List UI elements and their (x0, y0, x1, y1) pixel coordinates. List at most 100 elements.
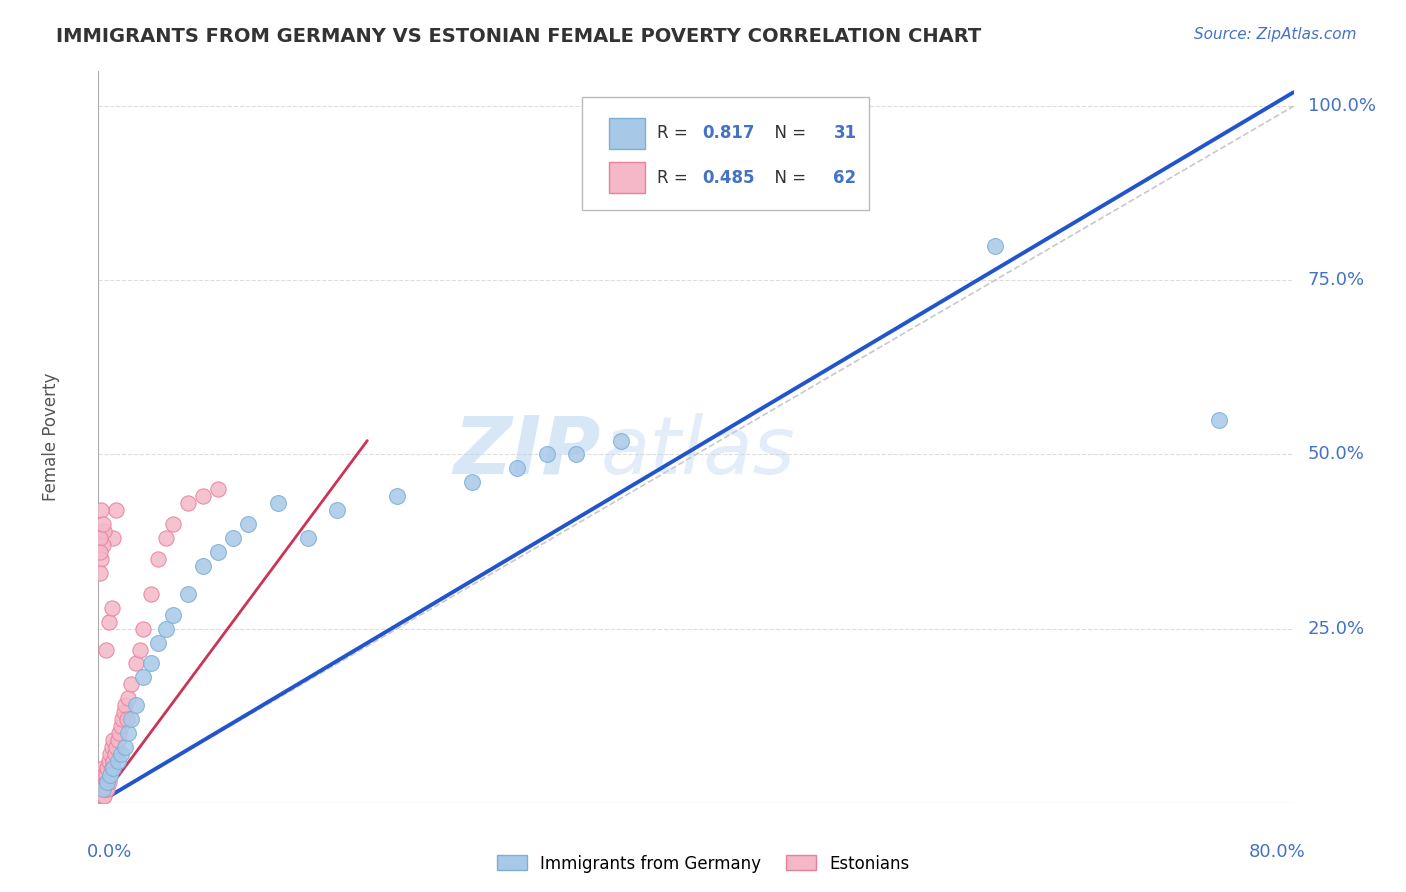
Point (101, 761, 124, 775)
Point (91, 789, 114, 803)
Point (94, 642, 117, 657)
Text: 62: 62 (834, 169, 856, 186)
Point (129, 642, 152, 657)
Point (155, 531, 177, 545)
Point (103, 761, 125, 775)
Point (139, 587, 162, 601)
Point (91, 781, 114, 796)
Point (89, 545, 111, 559)
Point (114, 740, 136, 755)
Point (112, 705, 135, 719)
Point (385, 489, 409, 503)
Point (125, 657, 148, 671)
Text: ZIP: ZIP (453, 413, 600, 491)
Text: 0.0%: 0.0% (87, 843, 132, 861)
Point (117, 726, 139, 740)
Point (91, 781, 114, 796)
Point (89, 789, 111, 803)
Text: N =: N = (763, 124, 811, 143)
Point (120, 677, 142, 691)
Point (96, 781, 118, 796)
FancyBboxPatch shape (609, 162, 644, 194)
Point (93, 789, 115, 803)
Point (565, 448, 588, 462)
Point (98, 747, 122, 761)
Point (110, 747, 132, 761)
Point (94, 781, 117, 796)
Point (94, 768, 117, 782)
Point (110, 719, 132, 733)
Point (93, 768, 115, 782)
Point (155, 622, 177, 636)
Point (91, 538, 114, 552)
Point (107, 754, 129, 768)
Point (297, 531, 319, 545)
Point (125, 698, 148, 713)
Point (162, 517, 184, 532)
Point (177, 496, 200, 510)
Text: atlas: atlas (600, 413, 796, 491)
Point (91, 761, 114, 775)
Text: 50.0%: 50.0% (1308, 445, 1365, 464)
Point (191, 558, 214, 573)
Point (94, 775, 117, 789)
Point (101, 740, 124, 755)
Text: IMMIGRANTS FROM GERMANY VS ESTONIAN FEMALE POVERTY CORRELATION CHART: IMMIGRANTS FROM GERMANY VS ESTONIAN FEMA… (56, 27, 981, 45)
Text: R =: R = (657, 124, 693, 143)
Point (984, 238, 1007, 252)
Point (98, 768, 122, 782)
Point (89, 781, 111, 796)
Point (90, 781, 112, 796)
Point (90, 768, 112, 782)
Point (91, 775, 114, 789)
Point (105, 740, 128, 755)
Point (108, 726, 131, 740)
Point (148, 552, 170, 566)
FancyBboxPatch shape (582, 97, 869, 211)
Point (114, 698, 136, 713)
Point (222, 531, 245, 545)
Point (90, 789, 112, 803)
Text: 0.485: 0.485 (702, 169, 755, 186)
Point (105, 503, 128, 517)
Text: 25.0%: 25.0% (1308, 620, 1365, 638)
Point (97, 754, 120, 768)
Point (90, 775, 112, 789)
Point (89, 566, 111, 580)
FancyBboxPatch shape (609, 118, 644, 149)
Point (207, 545, 229, 559)
Point (96, 775, 118, 789)
Point (132, 670, 155, 684)
Point (139, 657, 162, 671)
Point (115, 712, 138, 726)
Point (506, 461, 529, 475)
Legend: Immigrants from Germany, Estonians: Immigrants from Germany, Estonians (489, 848, 917, 880)
Point (117, 691, 139, 706)
Point (89, 531, 111, 545)
Point (536, 448, 558, 462)
Point (162, 607, 184, 622)
Text: 100.0%: 100.0% (1308, 97, 1376, 115)
Point (98, 768, 122, 782)
Point (132, 622, 155, 636)
Point (326, 503, 349, 517)
Point (97, 775, 120, 789)
Point (610, 434, 633, 448)
Point (120, 712, 142, 726)
Point (101, 600, 124, 615)
Point (177, 587, 200, 601)
Point (104, 747, 127, 761)
Point (107, 733, 129, 747)
Point (96, 775, 118, 789)
Point (267, 496, 290, 510)
Text: R =: R = (657, 169, 693, 186)
Text: Source: ZipAtlas.com: Source: ZipAtlas.com (1194, 27, 1357, 42)
Text: 80.0%: 80.0% (1249, 843, 1306, 861)
Point (90, 552, 112, 566)
Point (89, 775, 111, 789)
Point (90, 503, 112, 517)
Point (103, 733, 125, 747)
Point (236, 517, 259, 532)
Text: Female Poverty: Female Poverty (42, 373, 59, 501)
Point (207, 483, 229, 497)
